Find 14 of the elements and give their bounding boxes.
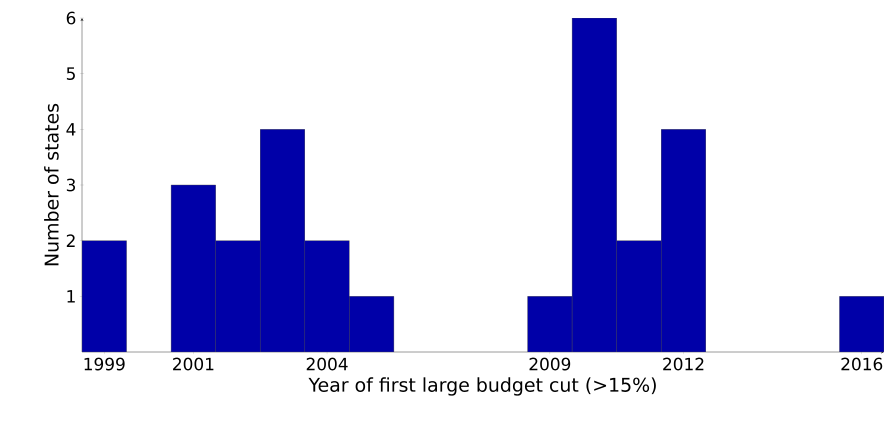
y-tick-label: 2 — [66, 234, 75, 247]
x-tick-label: 1999 — [84, 358, 125, 370]
y-tick-label: 4 — [66, 123, 76, 136]
y-tick-label: 3 — [66, 178, 76, 192]
x-tick-label: 2004 — [306, 358, 348, 370]
y-tick-label: 5 — [66, 67, 75, 80]
x-tick-label: 2009 — [530, 358, 570, 370]
x-axis-title: Year of first large budget cut (>15%) — [308, 377, 656, 396]
x-tick-label: 2012 — [663, 358, 704, 370]
x-tick-label: 2016 — [841, 358, 882, 370]
y-axis-title: Number of states — [44, 104, 59, 266]
y-tick-label: 1 — [67, 290, 75, 303]
y-tick-label: 6 — [66, 12, 76, 24]
x-tick-label: 2001 — [173, 358, 214, 370]
